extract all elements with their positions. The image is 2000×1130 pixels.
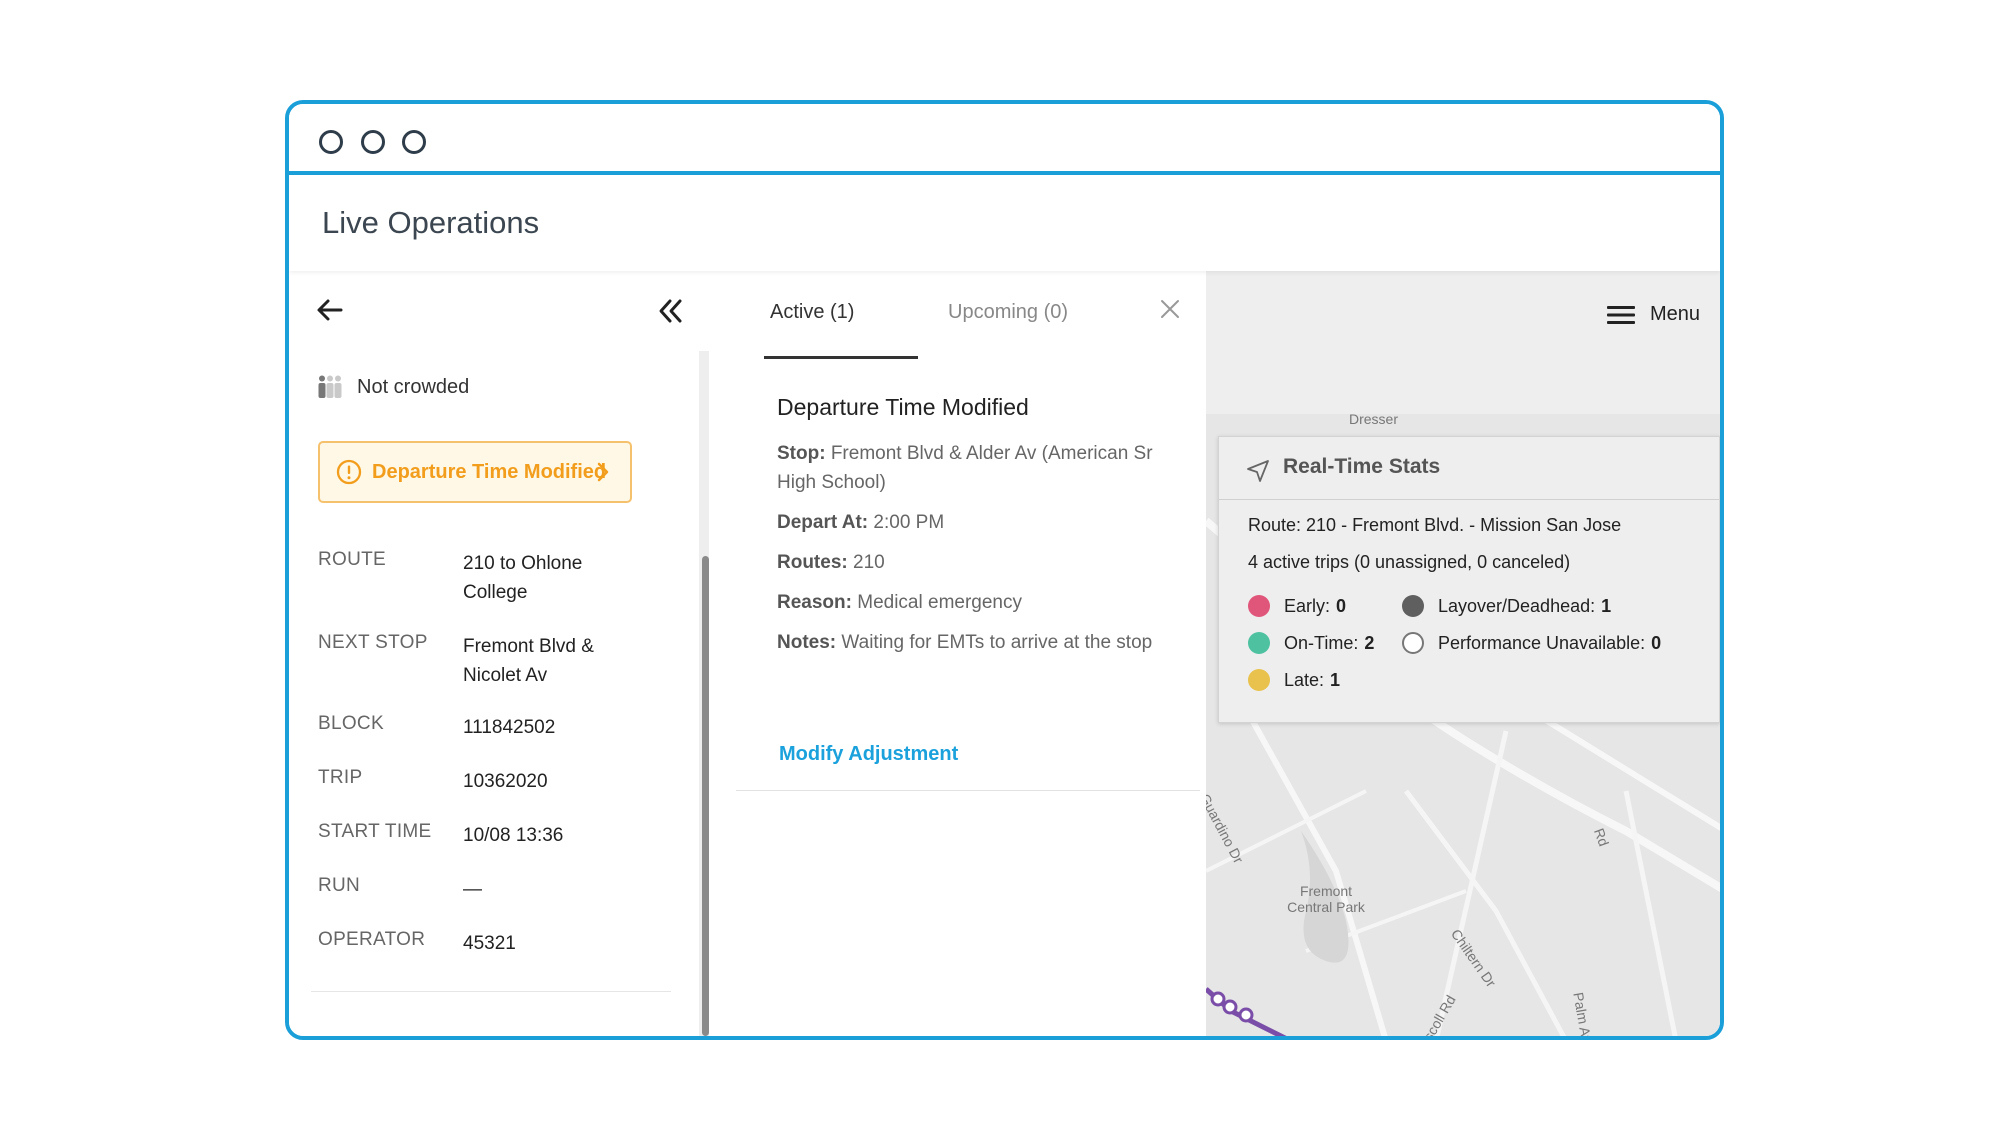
field-value: 210: [853, 552, 885, 573]
field-value: 2:00 PM: [873, 512, 945, 533]
legend-count: 1: [1601, 595, 1612, 616]
detail-value: 210 to Ohlone College: [463, 553, 583, 603]
active-tab-indicator: [764, 356, 918, 359]
tab-active[interactable]: Active (1): [770, 301, 855, 323]
field-label: Reason:: [777, 592, 852, 613]
page-title: Live Operations: [322, 205, 540, 240]
window-control-dot-3[interactable]: [402, 130, 426, 154]
map-menu-button[interactable]: Menu: [1606, 303, 1700, 326]
detail-key: TRIP: [318, 767, 363, 788]
crowding-indicator: Not crowded: [317, 375, 469, 399]
legend-late: Late: 1: [1248, 669, 1340, 691]
map-view[interactable]: Dresser Fremont Central Park Guardino Dr…: [1206, 271, 1720, 1036]
adjustment-routes: Routes: 210: [777, 548, 1167, 577]
hamburger-menu-icon: [1606, 305, 1635, 324]
app-header: Live Operations: [289, 175, 1720, 271]
scrollbar-thumb[interactable]: [702, 556, 709, 1036]
warning-circle-icon: [336, 459, 362, 485]
departure-modified-alert[interactable]: Departure Time Modified: [318, 441, 632, 503]
tab-upcoming[interactable]: Upcoming (0): [948, 301, 1069, 323]
legend-count: 1: [1330, 669, 1341, 690]
field-label: Depart At:: [777, 512, 869, 533]
stats-title: Real-Time Stats: [1283, 455, 1441, 478]
layover-dot-icon: [1402, 595, 1424, 617]
legend-unavailable: Performance Unavailable: 0: [1402, 632, 1661, 654]
menu-label: Menu: [1649, 303, 1700, 325]
adjustment-title: Departure Time Modified: [777, 394, 1029, 420]
adjustments-panel: Active (1) Upcoming (0) Departure Time M…: [718, 271, 1206, 1036]
detail-key: BLOCK: [318, 713, 384, 734]
adjustment-depart-at: Depart At: 2:00 PM: [777, 508, 1167, 537]
legend-label: On-Time:: [1284, 632, 1359, 653]
window-titlebar: [289, 104, 1720, 175]
back-arrow-icon[interactable]: [315, 295, 345, 325]
stats-summary: 4 active trips (0 unassigned, 0 canceled…: [1248, 552, 1571, 572]
legend-early: Early: 0: [1248, 595, 1346, 617]
real-time-stats-card: Real-Time Stats Route: 210 - Fremont Blv…: [1218, 436, 1720, 723]
legend-layover: Layover/Deadhead: 1: [1402, 595, 1611, 617]
field-value: Waiting for EMTs to arrive at the stop: [841, 632, 1153, 653]
field-value: Medical emergency: [857, 592, 1022, 613]
detail-value: 10362020: [463, 771, 548, 792]
early-dot-icon: [1248, 595, 1270, 617]
vehicle-detail-panel: Not crowded Departure Time Modified ROUT…: [289, 271, 719, 1036]
map-label-dresser: Dresser: [1349, 411, 1399, 427]
field-label: Notes:: [777, 632, 837, 653]
crowding-people-icon: [318, 375, 342, 398]
double-chevron-left-icon[interactable]: [654, 295, 686, 327]
detail-value: 10/08 13:36: [463, 825, 564, 846]
detail-value: 111842502: [463, 717, 556, 738]
browser-window: Live Operations Not crowded: [285, 100, 1724, 1040]
legend-count: 0: [1336, 595, 1347, 616]
detail-key: START TIME: [318, 821, 432, 842]
detail-value: Fremont Blvd & Nicolet Av: [463, 636, 594, 686]
main-content: Not crowded Departure Time Modified ROUT…: [289, 271, 1720, 1036]
adjustment-reason: Reason: Medical emergency: [777, 588, 1167, 617]
legend-count: 0: [1651, 632, 1662, 653]
legend-label: Late:: [1284, 669, 1325, 690]
divider: [736, 790, 1200, 791]
detail-key: RUN: [318, 875, 361, 896]
crowding-label: Not crowded: [357, 375, 470, 398]
window-control-dot-2[interactable]: [361, 130, 385, 154]
legend-on-time: On-Time: 2: [1248, 632, 1374, 654]
legend-label: Layover/Deadhead:: [1438, 595, 1596, 616]
detail-value: 45321: [463, 933, 516, 954]
map-label-park: Fremont Central Park: [1287, 883, 1365, 915]
stats-header: Real-Time Stats: [1219, 437, 1719, 500]
window-control-dot-1[interactable]: [319, 130, 343, 154]
legend-label: Performance Unavailable:: [1438, 632, 1646, 653]
field-label: Stop:: [777, 443, 826, 464]
legend-label: Early:: [1284, 595, 1331, 616]
divider: [311, 991, 671, 992]
detail-key: NEXT STOP: [318, 632, 428, 653]
late-dot-icon: [1248, 669, 1270, 691]
alert-label: Departure Time Modified: [372, 460, 607, 483]
close-icon[interactable]: [1158, 297, 1182, 321]
navigation-arrow-icon: [1247, 460, 1269, 482]
field-value: Fremont Blvd & Alder Av (American Sr Hig…: [777, 443, 1153, 493]
adjustment-notes: Notes: Waiting for EMTs to arrive at the…: [777, 628, 1167, 657]
map-top-area: [1206, 271, 1720, 414]
detail-key: OPERATOR: [318, 929, 426, 950]
adjustment-stop: Stop: Fremont Blvd & Alder Av (American …: [777, 439, 1167, 497]
on-time-dot-icon: [1248, 632, 1270, 654]
detail-key: ROUTE: [318, 549, 386, 570]
chevron-right-icon: [597, 462, 609, 482]
unavailable-dot-icon: [1402, 632, 1424, 654]
field-label: Routes:: [777, 552, 848, 573]
detail-value: —: [463, 879, 482, 900]
legend-count: 2: [1364, 632, 1375, 653]
stats-route: Route: 210 - Fremont Blvd. - Mission San…: [1248, 515, 1622, 535]
modify-adjustment-link[interactable]: Modify Adjustment: [779, 743, 959, 765]
